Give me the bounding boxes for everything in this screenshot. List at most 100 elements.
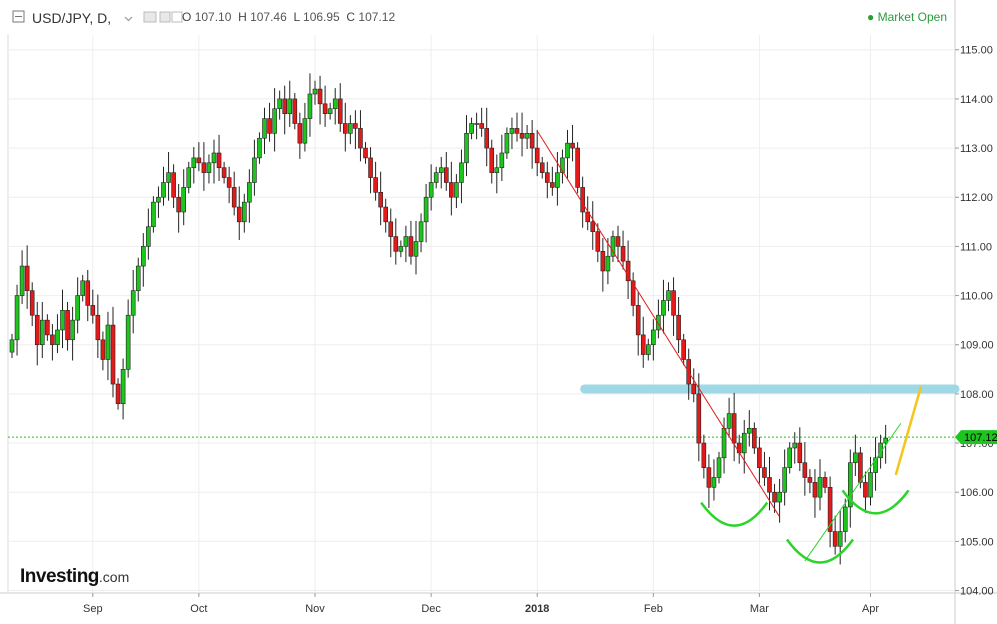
candle-down bbox=[231, 187, 237, 208]
candle-up bbox=[257, 137, 262, 159]
candle-down bbox=[322, 103, 328, 114]
logo-suffix: .com bbox=[98, 569, 130, 585]
y-tick-label: 114.00 bbox=[960, 94, 993, 106]
candle-up bbox=[741, 432, 747, 454]
candle-down bbox=[701, 442, 707, 468]
candle-down bbox=[353, 123, 358, 129]
candle-up bbox=[141, 246, 146, 267]
x-tick-label: Oct bbox=[190, 603, 207, 615]
candle-up bbox=[105, 324, 111, 360]
left-shoulder-arc bbox=[700, 501, 769, 527]
candle-up bbox=[403, 236, 409, 247]
candle-down bbox=[408, 236, 414, 257]
candle-up bbox=[161, 182, 166, 198]
candle-up bbox=[181, 187, 186, 213]
settings-gear-icon bbox=[159, 11, 171, 23]
candle-down bbox=[368, 157, 373, 178]
candle-down bbox=[822, 477, 828, 488]
candle-down bbox=[85, 280, 91, 306]
candle-up bbox=[494, 167, 500, 173]
ohlc-readout: O 107.10 H 107.46 L 106.95 C 107.12 bbox=[182, 10, 395, 24]
close-label: C bbox=[346, 10, 356, 24]
candle-down bbox=[201, 162, 207, 173]
y-tick-label: 115.00 bbox=[960, 45, 993, 57]
candle-up bbox=[428, 182, 434, 198]
candle-down bbox=[383, 206, 389, 223]
candle-up bbox=[151, 201, 156, 228]
candle-down bbox=[802, 462, 808, 478]
candle-down bbox=[297, 123, 303, 144]
candle-down bbox=[282, 98, 288, 114]
candle-up bbox=[782, 467, 787, 493]
investing-logo: Investing.com bbox=[20, 566, 129, 588]
candle-down bbox=[807, 477, 813, 483]
candle-up bbox=[398, 246, 404, 252]
candle-down bbox=[45, 319, 50, 336]
y-tick-label: 104.00 bbox=[960, 586, 994, 598]
candle-up bbox=[272, 108, 277, 134]
candle-down bbox=[479, 123, 484, 129]
candle-up bbox=[307, 93, 313, 119]
market-status-dot-icon: ● bbox=[867, 10, 875, 24]
candle-up bbox=[156, 196, 161, 203]
candle-down bbox=[620, 246, 626, 262]
candle-down bbox=[236, 206, 242, 223]
candle-up bbox=[211, 152, 217, 164]
y-tick-label: 109.00 bbox=[960, 340, 994, 352]
eye-icon bbox=[143, 11, 157, 23]
candle-up bbox=[418, 221, 424, 242]
candle-down bbox=[449, 182, 454, 198]
last-price-tag bbox=[955, 430, 997, 445]
y-tick-label: 110.00 bbox=[960, 291, 993, 303]
candle-up bbox=[469, 123, 474, 134]
candle-down bbox=[858, 452, 863, 483]
candle-up bbox=[242, 201, 247, 223]
candle-down bbox=[50, 334, 55, 346]
x-tick-label: Nov bbox=[305, 603, 325, 615]
candle-down bbox=[337, 98, 343, 124]
candle-up bbox=[499, 152, 505, 169]
candle-down bbox=[757, 447, 762, 468]
candles bbox=[9, 73, 888, 565]
candle-down bbox=[292, 98, 298, 124]
y-tick-label: 113.00 bbox=[960, 143, 993, 155]
candle-down bbox=[570, 142, 575, 149]
candle-up bbox=[120, 369, 126, 405]
candle-down bbox=[671, 290, 676, 316]
x-tick-label: Apr bbox=[862, 603, 879, 615]
candle-down bbox=[24, 265, 30, 291]
candle-down bbox=[615, 236, 621, 247]
x-tick-label: Mar bbox=[750, 603, 769, 615]
candle-down bbox=[373, 177, 378, 193]
candle-up bbox=[651, 329, 656, 346]
candle-up bbox=[555, 172, 560, 188]
candle-down bbox=[797, 442, 803, 464]
header-icons bbox=[12, 10, 183, 23]
candle-down bbox=[65, 310, 70, 341]
candle-down bbox=[176, 196, 181, 213]
candle-up bbox=[474, 123, 479, 125]
candle-down bbox=[489, 147, 495, 173]
candle-up bbox=[787, 447, 793, 468]
candle-down bbox=[100, 339, 106, 360]
candle-up bbox=[726, 413, 732, 429]
candle-up bbox=[80, 280, 85, 296]
candle-down bbox=[590, 221, 596, 232]
candle-down bbox=[767, 477, 772, 493]
x-tick-label: Feb bbox=[644, 603, 663, 615]
candle-down bbox=[171, 172, 176, 198]
candle-up bbox=[166, 172, 171, 183]
candle-down bbox=[696, 393, 702, 444]
candle-down bbox=[317, 88, 323, 105]
red-trendline bbox=[536, 130, 781, 518]
candle-up bbox=[610, 236, 616, 257]
symbol-label[interactable]: USD/JPY, D, bbox=[32, 10, 112, 26]
candle-up bbox=[746, 428, 752, 434]
candle-up bbox=[125, 314, 131, 370]
candle-up bbox=[711, 477, 717, 488]
candle-up bbox=[656, 314, 661, 331]
candle-up bbox=[206, 162, 212, 173]
high-label: H bbox=[238, 10, 247, 24]
logo-main: Investing bbox=[20, 566, 99, 587]
